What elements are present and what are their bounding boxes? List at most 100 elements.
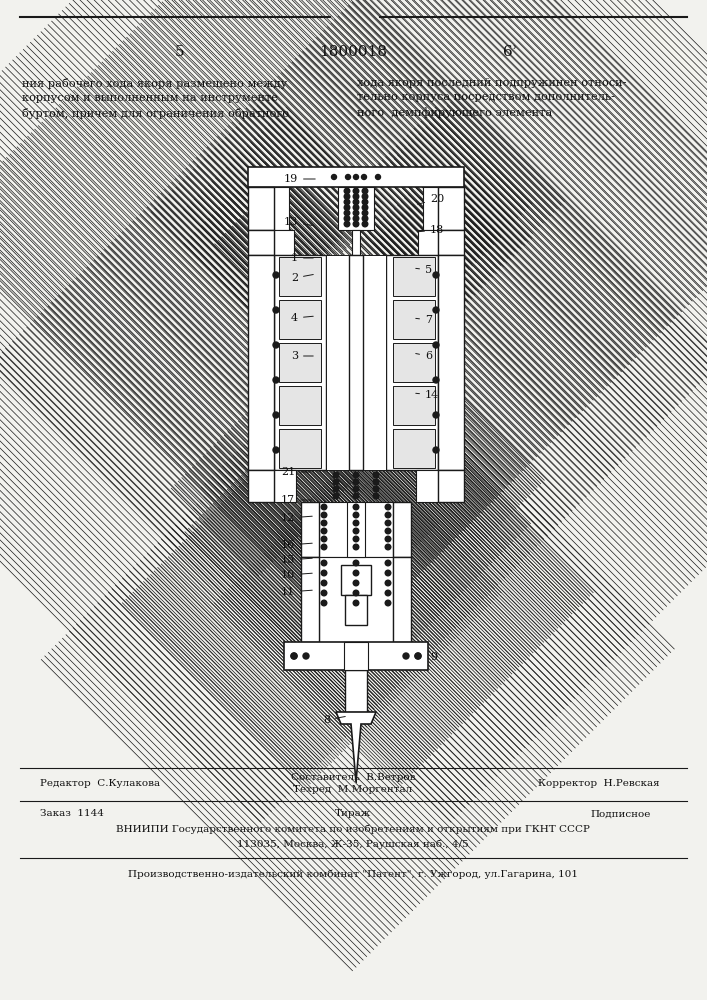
Text: 8: 8 bbox=[323, 715, 345, 725]
Circle shape bbox=[433, 307, 439, 313]
Bar bbox=[279, 300, 321, 339]
Bar bbox=[326, 255, 349, 470]
Circle shape bbox=[333, 472, 339, 478]
Bar bbox=[274, 255, 326, 470]
Text: 5: 5 bbox=[175, 45, 185, 59]
Bar bbox=[438, 470, 464, 502]
Bar bbox=[341, 565, 371, 595]
Circle shape bbox=[354, 520, 358, 526]
Bar bbox=[349, 255, 363, 470]
Text: Редактор  С.Кулакова: Редактор С.Кулакова bbox=[40, 780, 160, 788]
Bar bbox=[345, 670, 367, 712]
Circle shape bbox=[354, 479, 358, 485]
Text: 4: 4 bbox=[291, 313, 313, 323]
Circle shape bbox=[403, 653, 409, 659]
Bar bbox=[338, 187, 374, 230]
Circle shape bbox=[354, 188, 358, 194]
Circle shape bbox=[321, 544, 327, 550]
Circle shape bbox=[354, 486, 358, 492]
Circle shape bbox=[362, 216, 368, 221]
Circle shape bbox=[433, 272, 439, 278]
Circle shape bbox=[344, 199, 350, 205]
Circle shape bbox=[273, 447, 279, 453]
Text: 1800018: 1800018 bbox=[319, 45, 387, 59]
Text: 5: 5 bbox=[416, 265, 432, 275]
Bar bbox=[393, 300, 435, 339]
Circle shape bbox=[385, 590, 391, 596]
Circle shape bbox=[354, 221, 358, 227]
Circle shape bbox=[385, 600, 391, 606]
Circle shape bbox=[415, 653, 421, 659]
Circle shape bbox=[321, 560, 327, 566]
Circle shape bbox=[321, 504, 327, 510]
Circle shape bbox=[362, 199, 368, 205]
Bar bbox=[423, 187, 438, 230]
Text: 1: 1 bbox=[291, 253, 313, 263]
Bar bbox=[438, 230, 464, 255]
Circle shape bbox=[433, 412, 439, 418]
Bar bbox=[438, 255, 464, 470]
Circle shape bbox=[333, 493, 339, 499]
Bar bbox=[416, 470, 438, 502]
Bar bbox=[248, 187, 274, 230]
Circle shape bbox=[333, 486, 339, 492]
Bar bbox=[301, 502, 319, 557]
Circle shape bbox=[385, 560, 391, 566]
Circle shape bbox=[354, 210, 358, 216]
Circle shape bbox=[354, 560, 358, 566]
Circle shape bbox=[344, 216, 350, 221]
Circle shape bbox=[354, 493, 358, 499]
Bar bbox=[301, 557, 319, 642]
Circle shape bbox=[385, 520, 391, 526]
Text: 18: 18 bbox=[418, 225, 444, 235]
Bar bbox=[344, 642, 368, 670]
Text: ния рабочего хода якоря размещено между
корпусом и выполненным на инструменте
бу: ния рабочего хода якоря размещено между … bbox=[22, 78, 289, 119]
Circle shape bbox=[354, 205, 358, 210]
Text: 14: 14 bbox=[416, 390, 439, 400]
Circle shape bbox=[354, 174, 358, 180]
Circle shape bbox=[375, 174, 380, 180]
Bar bbox=[393, 557, 411, 642]
Text: хода якоря последний подпружинен относи-
тельно корпуса посредством дополнитель-: хода якоря последний подпружинен относи-… bbox=[357, 78, 626, 118]
Text: 7: 7 bbox=[416, 315, 432, 325]
Circle shape bbox=[361, 174, 366, 180]
Text: 21: 21 bbox=[281, 467, 310, 477]
Bar bbox=[274, 187, 289, 230]
Circle shape bbox=[333, 479, 339, 485]
Circle shape bbox=[344, 194, 350, 199]
Circle shape bbox=[373, 472, 379, 478]
Bar bbox=[279, 343, 321, 382]
Text: 6ʾ: 6ʾ bbox=[503, 45, 518, 59]
Bar bbox=[248, 230, 274, 255]
Circle shape bbox=[321, 590, 327, 596]
Bar bbox=[319, 557, 393, 642]
Text: Тираж: Тираж bbox=[335, 810, 371, 818]
Text: Подписное: Подписное bbox=[590, 810, 650, 818]
Circle shape bbox=[362, 188, 368, 194]
Bar bbox=[363, 255, 386, 470]
Circle shape bbox=[303, 653, 309, 659]
Circle shape bbox=[373, 493, 379, 499]
Circle shape bbox=[433, 377, 439, 383]
Circle shape bbox=[354, 528, 358, 534]
Circle shape bbox=[344, 210, 350, 216]
Circle shape bbox=[354, 580, 358, 586]
Circle shape bbox=[354, 504, 358, 510]
Circle shape bbox=[385, 580, 391, 586]
Bar bbox=[393, 257, 435, 296]
Bar bbox=[393, 386, 435, 425]
Text: 10: 10 bbox=[281, 570, 312, 580]
Circle shape bbox=[354, 472, 358, 478]
Text: 113035, Москва, Ж-35, Раушская наб., 4/5: 113035, Москва, Ж-35, Раушская наб., 4/5 bbox=[237, 839, 469, 849]
Circle shape bbox=[354, 512, 358, 518]
Circle shape bbox=[273, 307, 279, 313]
Text: 15: 15 bbox=[281, 555, 312, 565]
Circle shape bbox=[433, 447, 439, 453]
Text: 20: 20 bbox=[418, 194, 444, 204]
Bar bbox=[274, 230, 294, 255]
Bar bbox=[279, 386, 321, 425]
Circle shape bbox=[385, 504, 391, 510]
Circle shape bbox=[321, 600, 327, 606]
Bar bbox=[248, 255, 274, 470]
Bar bbox=[418, 230, 438, 255]
